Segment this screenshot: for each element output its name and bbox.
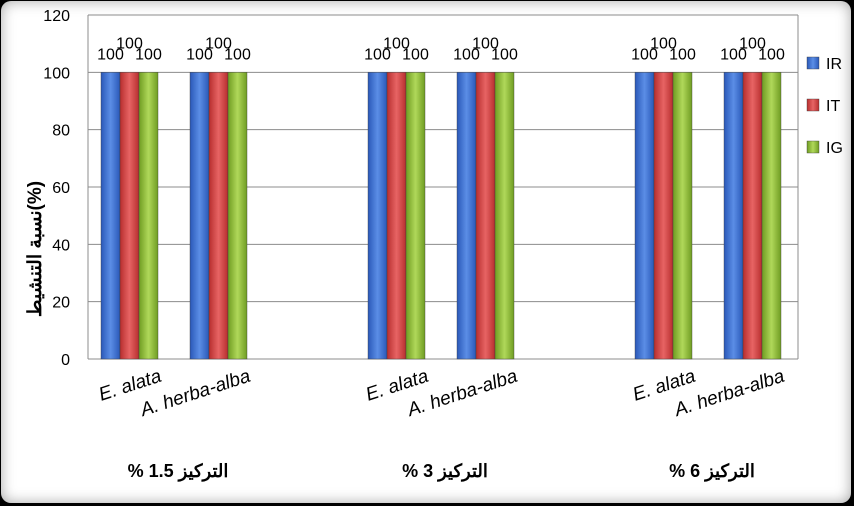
- bar-ig: [405, 72, 426, 360]
- y-tick-label: 40: [52, 237, 70, 254]
- legend: IR IT IG: [806, 56, 843, 157]
- legend-swatch-it: [806, 98, 820, 112]
- data-label: 100: [453, 46, 480, 63]
- y-tick-label: 80: [52, 123, 70, 140]
- data-label: 100: [97, 46, 124, 63]
- bar-ig: [138, 72, 159, 360]
- data-label: 100: [491, 46, 518, 63]
- data-label: 100: [631, 46, 658, 63]
- bar-ig: [494, 72, 515, 360]
- bar-it: [653, 72, 674, 360]
- data-label: 100: [720, 46, 747, 63]
- data-label: 100: [650, 35, 677, 52]
- bar-ir: [456, 72, 477, 360]
- data-label: 100: [186, 46, 213, 63]
- data-label: 100: [758, 46, 785, 63]
- bar-ig: [761, 72, 782, 360]
- data-label: 100: [205, 35, 232, 52]
- data-label: 100: [739, 35, 766, 52]
- bar-ir: [100, 72, 121, 360]
- y-axis-title: نسبة التنشيط(%): [25, 181, 46, 317]
- data-label: 100: [224, 46, 251, 63]
- bar-it: [742, 72, 763, 360]
- bar-it: [386, 72, 407, 360]
- bar-ir: [634, 72, 655, 360]
- data-label: 100: [402, 46, 429, 63]
- legend-label-it: IT: [826, 98, 840, 115]
- y-tick-label: 0: [61, 352, 70, 369]
- group-label: التركيز 6 %: [669, 461, 755, 482]
- bar-ir: [723, 72, 744, 360]
- data-label: 100: [383, 35, 410, 52]
- bar-it: [208, 72, 229, 360]
- data-label: 100: [472, 35, 499, 52]
- group-label: التركيز 1.5 %: [128, 461, 229, 482]
- y-tick-label: 20: [52, 295, 70, 312]
- bar-ig: [227, 72, 248, 360]
- y-tick-label: 60: [52, 180, 70, 197]
- bar-ig: [672, 72, 693, 360]
- legend-label-ig: IG: [826, 140, 843, 157]
- data-label: 100: [669, 46, 696, 63]
- y-tick-label: 120: [43, 8, 70, 25]
- legend-swatch-ig: [806, 140, 820, 154]
- data-label: 100: [135, 46, 162, 63]
- y-tick-label: 100: [43, 65, 70, 82]
- legend-label-ir: IR: [826, 56, 842, 73]
- legend-swatch-ir: [806, 56, 820, 70]
- bar-it: [475, 72, 496, 360]
- bar-ir: [367, 72, 388, 360]
- data-label: 100: [364, 46, 391, 63]
- data-label: 100: [116, 35, 143, 52]
- group-label: التركيز 3 %: [402, 461, 488, 482]
- bar-ir: [189, 72, 210, 360]
- bar-it: [119, 72, 140, 360]
